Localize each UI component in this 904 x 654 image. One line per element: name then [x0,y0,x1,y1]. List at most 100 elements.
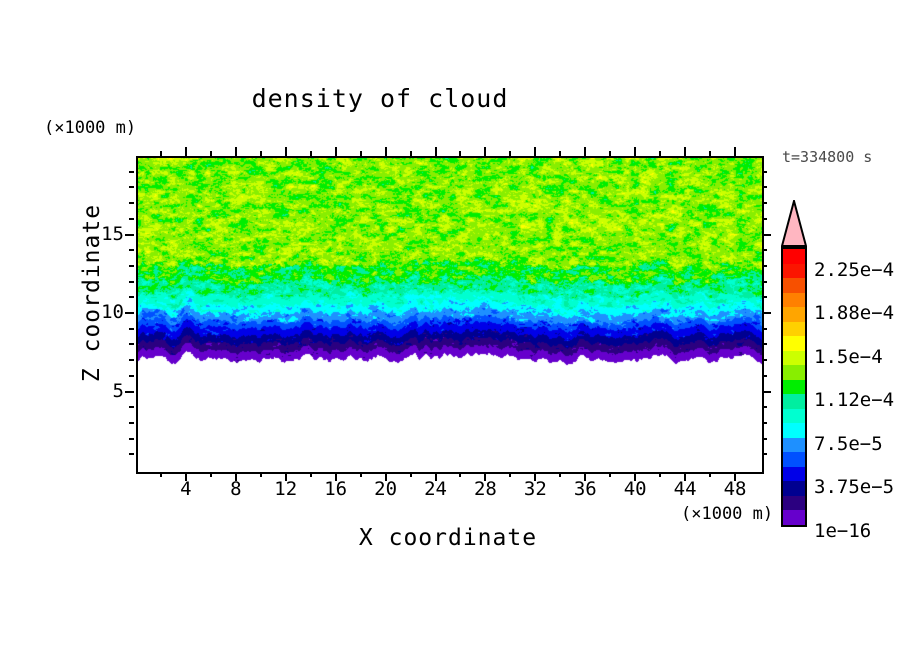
colorbar-band [783,452,805,467]
y-tick-right-4 [762,406,767,408]
x-tick-top-18 [360,151,362,156]
colorbar-band [783,394,805,409]
colorbar-band [783,350,805,365]
x-tick-top-40 [634,147,636,156]
x-tick-top-30 [509,151,511,156]
x-tick-label: 48 [723,478,747,500]
y-tick-left-17 [129,202,134,204]
x-tick-top-32 [534,147,536,156]
x-tick-bottom-22 [410,472,412,477]
colorbar-bands [781,247,807,527]
y-tick-left-2 [129,438,134,440]
y-tick-right-17 [762,202,767,204]
y-tick-left-14 [129,249,134,251]
y-tick-right-15 [762,234,771,236]
x-tick-top-16 [335,147,337,156]
y-tick-left-11 [129,296,134,298]
colorbar-band [783,278,805,293]
y-tick-left-5 [125,391,134,393]
y-tick-right-3 [762,422,767,424]
x-axis-title: X coordinate [358,525,538,551]
density-field-heatmap [138,158,762,472]
x-tick-top-22 [410,151,412,156]
x-tick-bottom-14 [310,472,312,477]
colorbar-tick-label: 1e−16 [814,519,872,542]
y-tick-label: 10 [101,301,124,323]
x-tick-label: 4 [180,478,192,500]
y-tick-right-2 [762,438,767,440]
y-tick-left-3 [129,422,134,424]
y-tick-left-13 [129,265,134,267]
x-tick-top-44 [684,147,686,156]
x-tick-bottom-46 [709,472,711,477]
x-tick-bottom-48 [734,472,736,481]
colorbar-band [783,263,805,278]
x-tick-label: 32 [523,478,547,500]
y-tick-left-10 [125,312,134,314]
x-tick-top-48 [734,147,736,156]
colorbar-tick-label: 7.5e−5 [814,432,883,455]
y-tick-left-1 [129,453,134,455]
colorbar-band [783,437,805,452]
x-axis-unit-label: (×1000 m) [681,504,774,524]
x-tick-top-6 [210,151,212,156]
colorbar-tick-label: 1.88e−4 [814,302,895,325]
y-tick-right-6 [762,375,767,377]
colorbar-band [783,307,805,322]
y-tick-right-10 [762,312,771,314]
y-tick-left-9 [129,328,134,330]
x-tick-bottom-18 [360,472,362,477]
y-tick-left-19 [129,171,134,173]
x-tick-bottom-34 [559,472,561,477]
colorbar-band [783,249,805,264]
x-tick-label: 28 [473,478,497,500]
y-tick-right-18 [762,186,767,188]
x-tick-top-12 [285,147,287,156]
x-tick-bottom-30 [509,472,511,477]
y-tick-right-13 [762,265,767,267]
x-tick-label: 16 [324,478,348,500]
x-tick-top-28 [484,147,486,156]
x-tick-bottom-2 [160,472,162,477]
y-axis-unit-label: (×1000 m) [44,118,137,138]
y-tick-right-1 [762,453,767,455]
x-tick-bottom-26 [459,472,461,477]
y-tick-right-11 [762,296,767,298]
colorbar-band [783,423,805,438]
x-tick-top-4 [185,147,187,156]
x-tick-top-2 [160,151,162,156]
y-tick-label: 15 [101,222,124,245]
x-tick-bottom-36 [584,472,586,481]
y-tick-right-14 [762,249,767,251]
y-tick-right-9 [762,328,767,330]
x-tick-bottom-38 [609,472,611,477]
x-tick-label: 40 [623,478,647,500]
page-title: density of cloud [251,84,509,113]
x-tick-label: 44 [673,478,697,500]
colorbar-band [783,481,805,496]
colorbar-band [783,408,805,423]
x-tick-top-26 [459,151,461,156]
y-tick-left-6 [129,375,134,377]
y-tick-left-16 [129,218,134,220]
colorbar[interactable] [781,200,807,527]
y-tick-right-7 [762,359,767,361]
x-tick-bottom-44 [684,472,686,481]
x-tick-bottom-32 [534,472,536,481]
y-tick-left-18 [129,186,134,188]
x-tick-top-20 [385,147,387,156]
x-tick-top-34 [559,151,561,156]
colorbar-tick-label: 1.5e−4 [814,345,883,368]
x-tick-bottom-8 [235,472,237,481]
x-tick-label: 24 [424,478,447,500]
y-tick-left-12 [129,281,134,283]
x-tick-bottom-20 [385,472,387,481]
x-tick-top-14 [310,151,312,156]
x-tick-bottom-40 [634,472,636,481]
x-tick-top-24 [435,147,437,156]
y-tick-left-15 [125,234,134,236]
colorbar-band [783,495,805,510]
x-tick-top-46 [709,151,711,156]
colorbar-band [783,510,805,525]
x-tick-top-8 [235,147,237,156]
